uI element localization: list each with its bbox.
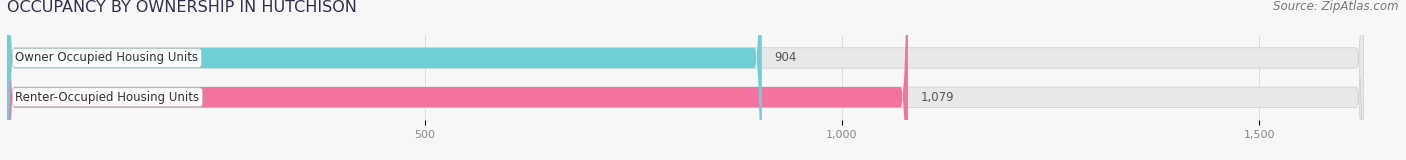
Text: 904: 904 (775, 52, 797, 64)
Text: Owner Occupied Housing Units: Owner Occupied Housing Units (15, 52, 198, 64)
Text: OCCUPANCY BY OWNERSHIP IN HUTCHISON: OCCUPANCY BY OWNERSHIP IN HUTCHISON (7, 0, 357, 15)
FancyBboxPatch shape (7, 0, 908, 160)
Text: 1,079: 1,079 (921, 91, 955, 104)
FancyBboxPatch shape (7, 0, 762, 160)
FancyBboxPatch shape (7, 0, 1364, 160)
Text: Source: ZipAtlas.com: Source: ZipAtlas.com (1274, 0, 1399, 13)
FancyBboxPatch shape (7, 0, 1364, 160)
Text: Renter-Occupied Housing Units: Renter-Occupied Housing Units (15, 91, 200, 104)
